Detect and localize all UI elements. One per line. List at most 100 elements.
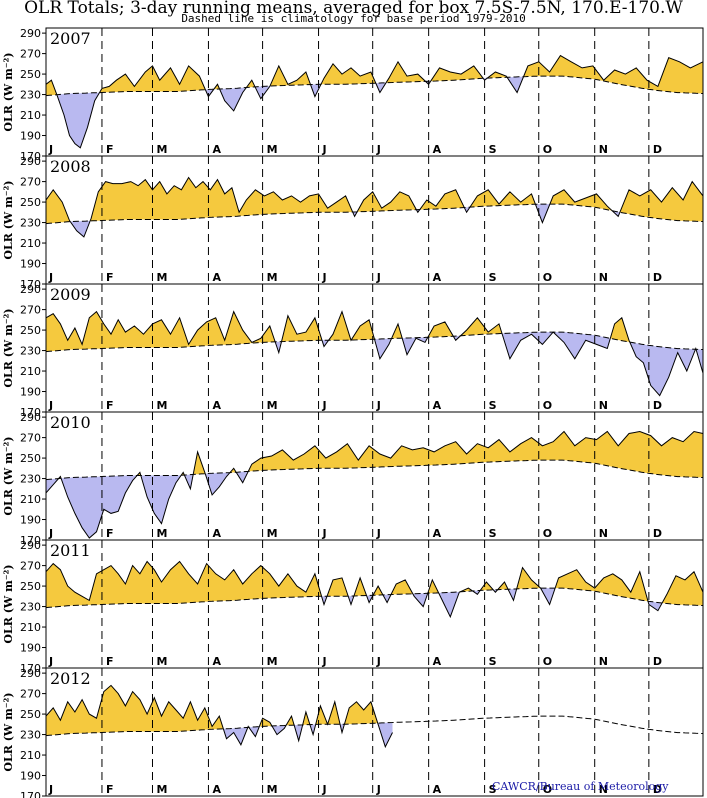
y-tick-label: 290 xyxy=(20,411,41,424)
month-label: J xyxy=(376,399,381,412)
y-tick-label: 290 xyxy=(20,283,41,296)
above-climatology-fill-2007-0 xyxy=(46,80,58,96)
month-label: N xyxy=(599,527,608,540)
below-climatology-fill-2009-13 xyxy=(502,332,554,359)
month-label: M xyxy=(267,143,278,156)
y-tick-label: 190 xyxy=(20,514,41,527)
observed-olr-line-2011 xyxy=(45,560,704,619)
y-tick-label: 170 xyxy=(20,790,41,798)
y-axis-label: OLR (W m⁻²) xyxy=(2,692,15,771)
panel-frame xyxy=(45,539,704,669)
y-tick-label: 290 xyxy=(20,539,41,552)
y-tick-label: 230 xyxy=(20,729,41,742)
y-tick-label: 270 xyxy=(20,432,41,445)
y-tick-label: 210 xyxy=(20,109,41,122)
above-climatology-fill-2011-22 xyxy=(662,571,703,606)
month-label: S xyxy=(489,143,497,156)
year-panel-2010: J F M A M J J A S O N D 170 190 210 230 250 270 290 2010 OLR… xyxy=(2,411,704,547)
below-climatology-fill-2011-19 xyxy=(541,588,556,605)
below-climatology-fill-2007-1 xyxy=(57,92,101,148)
y-tick-label: 170 xyxy=(20,534,41,547)
y-tick-label: 190 xyxy=(20,386,41,399)
y-tick-label: 250 xyxy=(20,452,41,465)
month-label: M xyxy=(267,271,278,284)
above-climatology-fill-2011-6 xyxy=(373,586,384,596)
chart-subtitle: Dashed line is climatology for base peri… xyxy=(181,12,526,25)
year-label-2007: 2007 xyxy=(50,29,91,48)
month-label: N xyxy=(599,655,608,668)
above-climatology-fill-2009-8 xyxy=(391,323,403,339)
month-label: A xyxy=(433,527,442,540)
observed-olr-line-2010 xyxy=(45,430,704,539)
below-climatology-fill-2008-11 xyxy=(612,210,620,217)
y-tick-label: 270 xyxy=(20,560,41,573)
below-climatology-fill-2008-9 xyxy=(536,204,551,223)
y-axis-label: OLR (W m⁻²) xyxy=(2,52,15,131)
month-label: F xyxy=(106,527,114,540)
y-tick-label: 190 xyxy=(20,258,41,271)
climatology-line-2008 xyxy=(45,203,704,225)
month-label: S xyxy=(489,271,497,284)
month-label: J xyxy=(48,527,53,540)
y-tick-label: 230 xyxy=(20,601,41,614)
month-label: A xyxy=(433,655,442,668)
chart-title: OLR Totals; 3-day running means, average… xyxy=(24,0,683,18)
above-climatology-fill-2012-6 xyxy=(286,716,295,726)
month-label: J xyxy=(376,527,381,540)
month-label: A xyxy=(212,399,221,412)
above-climatology-fill-2008-12 xyxy=(620,181,703,222)
below-climatology-fill-2010-4 xyxy=(141,475,182,524)
y-tick-label: 250 xyxy=(20,708,41,721)
month-label: J xyxy=(48,783,53,796)
y-tick-label: 190 xyxy=(20,770,41,783)
y-tick-label: 290 xyxy=(20,667,41,680)
month-label: F xyxy=(106,783,114,796)
month-label: O xyxy=(543,655,552,668)
above-climatology-fill-2007-6 xyxy=(247,80,256,88)
below-climatology-fill-2012-7 xyxy=(294,724,304,741)
month-label: O xyxy=(543,271,552,284)
month-label: J xyxy=(322,527,327,540)
year-panel-2007: J F M A M J J A S O N D 170 190 210 230 250 270 290 2007 OLR… xyxy=(2,27,704,163)
y-axis-label: OLR (W m⁻²) xyxy=(2,436,15,515)
above-climatology-fill-2009-2 xyxy=(281,315,323,342)
month-label: M xyxy=(267,783,278,796)
month-label: F xyxy=(106,271,114,284)
year-panel-2011: J F M A M J J A S O N D 170 190 210 230 250 270 290 2011 OLR… xyxy=(2,539,704,675)
above-climatology-fill-2010-9 xyxy=(230,468,237,473)
month-label: M xyxy=(267,527,278,540)
y-axis-label: OLR (W m⁻²) xyxy=(2,180,15,259)
observed-olr-line-2012 xyxy=(45,684,393,749)
month-label: O xyxy=(543,143,552,156)
y-tick-label: 210 xyxy=(20,365,41,378)
panel-frame xyxy=(45,283,704,413)
above-climatology-fill-2008-10 xyxy=(550,189,613,211)
month-label: M xyxy=(156,783,167,796)
below-climatology-fill-2010-0 xyxy=(46,478,59,493)
month-label: A xyxy=(433,783,442,796)
month-label: J xyxy=(48,143,53,156)
y-axis-label: OLR (W m⁻²) xyxy=(2,308,15,387)
y-tick-label: 250 xyxy=(20,324,41,337)
below-climatology-fill-2012-9 xyxy=(310,724,316,735)
month-label: A xyxy=(212,783,221,796)
month-label: M xyxy=(156,527,167,540)
above-climatology-fill-2009-6 xyxy=(351,319,375,340)
month-label: S xyxy=(489,527,497,540)
month-label: N xyxy=(599,271,608,284)
below-climatology-fill-2007-17 xyxy=(507,76,525,93)
month-label: O xyxy=(543,783,552,796)
above-climatology-fill-2007-10 xyxy=(321,63,377,85)
above-climatology-fill-2011-4 xyxy=(354,577,368,596)
y-tick-label: 270 xyxy=(20,48,41,61)
credit-label: CAWCR/Bureau of Meteorology xyxy=(492,780,669,793)
below-climatology-fill-2010-2 xyxy=(61,475,138,538)
climatology-line-2012 xyxy=(45,715,704,737)
climatology-line-2010 xyxy=(45,459,704,481)
below-climatology-fill-2011-11 xyxy=(439,591,462,617)
y-tick-label: 210 xyxy=(20,493,41,506)
observed-olr-line-2008 xyxy=(45,176,704,238)
y-tick-label: 170 xyxy=(20,150,41,163)
month-label: O xyxy=(543,399,552,412)
